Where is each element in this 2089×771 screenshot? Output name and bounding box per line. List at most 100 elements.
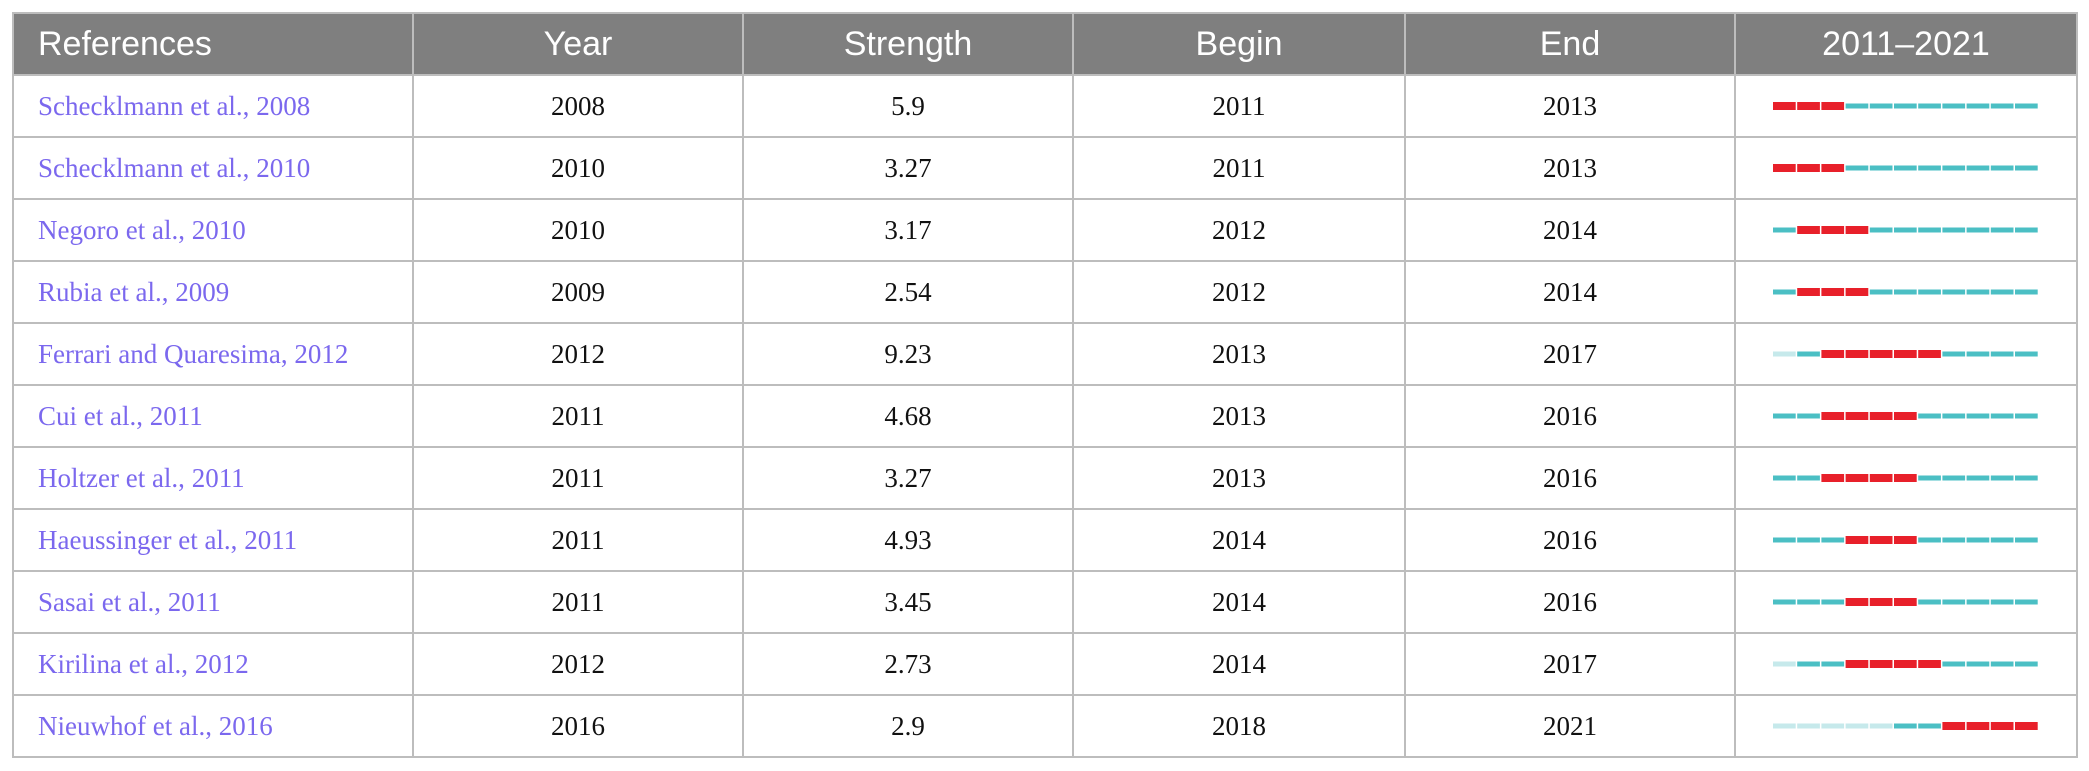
strength-cell: 4.68 bbox=[742, 384, 1074, 448]
burst-segment bbox=[1966, 165, 1990, 171]
begin-cell: 2014 bbox=[1072, 508, 1406, 572]
reference-authors: Rubia et al., bbox=[38, 276, 169, 307]
year-cell: 2011 bbox=[412, 570, 744, 634]
begin-cell: 2014 bbox=[1072, 570, 1406, 634]
burst-segment bbox=[1869, 350, 1893, 358]
burst-segment bbox=[1845, 103, 1869, 109]
burst-segment bbox=[2014, 537, 2038, 543]
burst-segment bbox=[1942, 537, 1966, 543]
burst-timeline bbox=[1772, 598, 2038, 606]
burst-segment bbox=[1893, 536, 1917, 544]
burst-segment bbox=[1845, 226, 1869, 234]
table-row: Schecklmann et al., 2008 2008 5.9 2011 2013 bbox=[12, 74, 2078, 138]
burst-segment bbox=[1990, 227, 2014, 233]
burst-segment bbox=[1869, 474, 1893, 482]
burst-cell bbox=[1734, 446, 2078, 510]
reference-cell: Sasai et al., 2011 bbox=[12, 570, 414, 634]
burst-segment bbox=[2014, 413, 2038, 419]
reference-cell: Schecklmann et al., 2010 bbox=[12, 136, 414, 200]
burst-segment bbox=[1990, 475, 2014, 481]
burst-timeline bbox=[1772, 288, 2038, 296]
burst-cell bbox=[1734, 508, 2078, 572]
burst-segment bbox=[1990, 413, 2014, 419]
burst-segment bbox=[1893, 598, 1917, 606]
burst-segment bbox=[1821, 350, 1845, 358]
burst-segment bbox=[1966, 722, 1990, 730]
reference-year-link: 2012 bbox=[194, 648, 249, 679]
burst-segment bbox=[2014, 599, 2038, 605]
burst-timeline bbox=[1772, 536, 2038, 544]
burst-segment bbox=[1845, 660, 1869, 668]
begin-cell: 2014 bbox=[1072, 632, 1406, 696]
burst-segment bbox=[1845, 536, 1869, 544]
burst-segment bbox=[2014, 661, 2038, 667]
burst-timeline bbox=[1772, 660, 2038, 668]
reference-authors: Nieuwhof et al., bbox=[38, 710, 212, 741]
column-header: Year bbox=[412, 12, 744, 76]
begin-cell: 2013 bbox=[1072, 446, 1406, 510]
burst-cell bbox=[1734, 694, 2078, 758]
burst-timeline bbox=[1772, 722, 2038, 730]
burst-segment bbox=[1797, 288, 1820, 296]
reference-year-link: 2011 bbox=[191, 462, 245, 493]
column-header: References bbox=[12, 12, 414, 76]
reference-year-link: 2012 bbox=[294, 338, 349, 369]
end-cell: 2016 bbox=[1404, 384, 1736, 448]
burst-segment bbox=[1821, 661, 1845, 667]
burst-segment bbox=[1772, 102, 1796, 110]
burst-segment bbox=[1821, 412, 1845, 420]
burst-segment bbox=[1942, 103, 1966, 109]
burst-segment bbox=[1893, 103, 1917, 109]
burst-segment bbox=[1918, 289, 1941, 295]
year-cell: 2010 bbox=[412, 136, 744, 200]
table-row: Holtzer et al., 2011 2011 3.27 2013 2016 bbox=[12, 446, 2078, 510]
burst-segment bbox=[1821, 537, 1845, 543]
burst-segment bbox=[1772, 599, 1796, 605]
end-cell: 2014 bbox=[1404, 198, 1736, 262]
burst-segment bbox=[1966, 475, 1990, 481]
table-row: Haeussinger et al., 2011 2011 4.93 2014 2016 bbox=[12, 508, 2078, 572]
reference-authors: Kirilina et al., bbox=[38, 648, 188, 679]
burst-segment bbox=[2014, 165, 2038, 171]
strength-cell: 2.73 bbox=[742, 632, 1074, 696]
burst-segment bbox=[1918, 165, 1941, 171]
burst-segment bbox=[1942, 351, 1966, 357]
burst-segment bbox=[1990, 661, 2014, 667]
strength-cell: 3.27 bbox=[742, 446, 1074, 510]
burst-cell bbox=[1734, 570, 2078, 634]
burst-segment bbox=[1821, 164, 1845, 172]
column-header: 2011–2021 bbox=[1734, 12, 2078, 76]
end-cell: 2013 bbox=[1404, 74, 1736, 138]
burst-segment bbox=[1966, 537, 1990, 543]
burst-segment bbox=[1869, 165, 1893, 171]
burst-segment bbox=[1893, 412, 1917, 420]
burst-segment bbox=[1797, 413, 1820, 419]
burst-segment bbox=[1942, 227, 1966, 233]
burst-segment bbox=[1869, 598, 1893, 606]
burst-segment bbox=[1869, 103, 1893, 109]
burst-segment bbox=[1821, 599, 1845, 605]
strength-cell: 9.23 bbox=[742, 322, 1074, 386]
burst-segment bbox=[1772, 537, 1796, 543]
end-cell: 2021 bbox=[1404, 694, 1736, 758]
strength-cell: 3.17 bbox=[742, 198, 1074, 262]
burst-segment bbox=[1918, 475, 1941, 481]
column-header: Strength bbox=[742, 12, 1074, 76]
burst-segment bbox=[1990, 599, 2014, 605]
burst-segment bbox=[1942, 475, 1966, 481]
reference-cell: Ferrari and Quaresima, 2012 bbox=[12, 322, 414, 386]
burst-segment bbox=[1918, 413, 1941, 419]
burst-segment bbox=[1797, 661, 1820, 667]
reference-year-link: 2011 bbox=[244, 524, 298, 555]
burst-segment bbox=[1942, 599, 1966, 605]
strength-cell: 5.9 bbox=[742, 74, 1074, 138]
table-row: Nieuwhof et al., 2016 2016 2.9 2018 2021 bbox=[12, 694, 2078, 758]
table-row: Kirilina et al., 2012 2012 2.73 2014 2017 bbox=[12, 632, 2078, 696]
column-header: Begin bbox=[1072, 12, 1406, 76]
strength-cell: 3.27 bbox=[742, 136, 1074, 200]
burst-segment bbox=[1772, 164, 1796, 172]
reference-year-link: 2011 bbox=[149, 400, 203, 431]
table-row: Negoro et al., 2010 2010 3.17 2012 2014 bbox=[12, 198, 2078, 262]
burst-segment bbox=[1942, 289, 1966, 295]
